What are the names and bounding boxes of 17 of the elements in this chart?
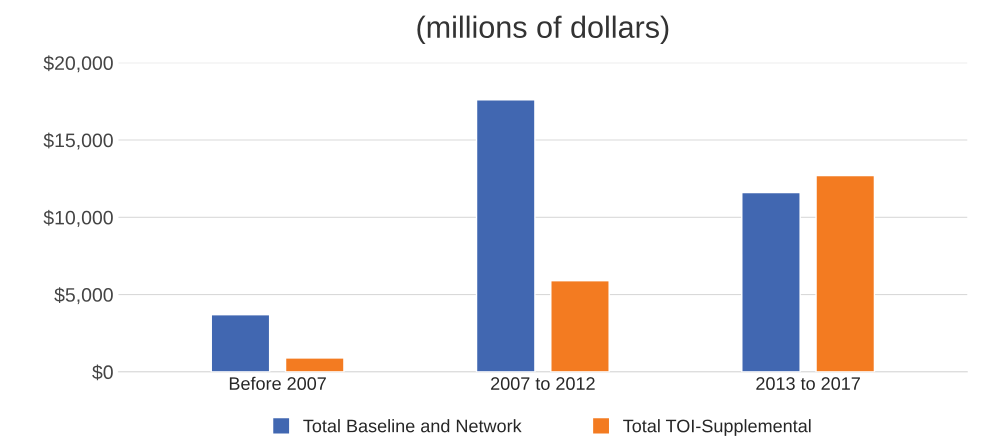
chart-title: (millions of dollars) [417, 16, 668, 44]
y-tick-label: $15,000 [44, 132, 113, 150]
y-tick-label: $10,000 [44, 210, 113, 227]
x-tick-label: 2007 to 2012 [491, 377, 595, 390]
y-tick-label: $5,000 [54, 287, 113, 304]
x-tick-label: 2013 to 2017 [756, 377, 860, 390]
y-tick-label: $20,000 [44, 55, 113, 72]
bar [550, 280, 610, 372]
legend-label: Total TOI-Supplemental [623, 419, 811, 436]
legend-label: Total Baseline and Network [303, 419, 522, 432]
x-tick-label: Before 2007 [230, 376, 326, 390]
bar [741, 192, 801, 372]
bar [476, 99, 536, 372]
bar [284, 357, 345, 372]
bar [210, 314, 270, 372]
bar [815, 174, 876, 372]
y-tick-label: $0 [92, 364, 113, 380]
